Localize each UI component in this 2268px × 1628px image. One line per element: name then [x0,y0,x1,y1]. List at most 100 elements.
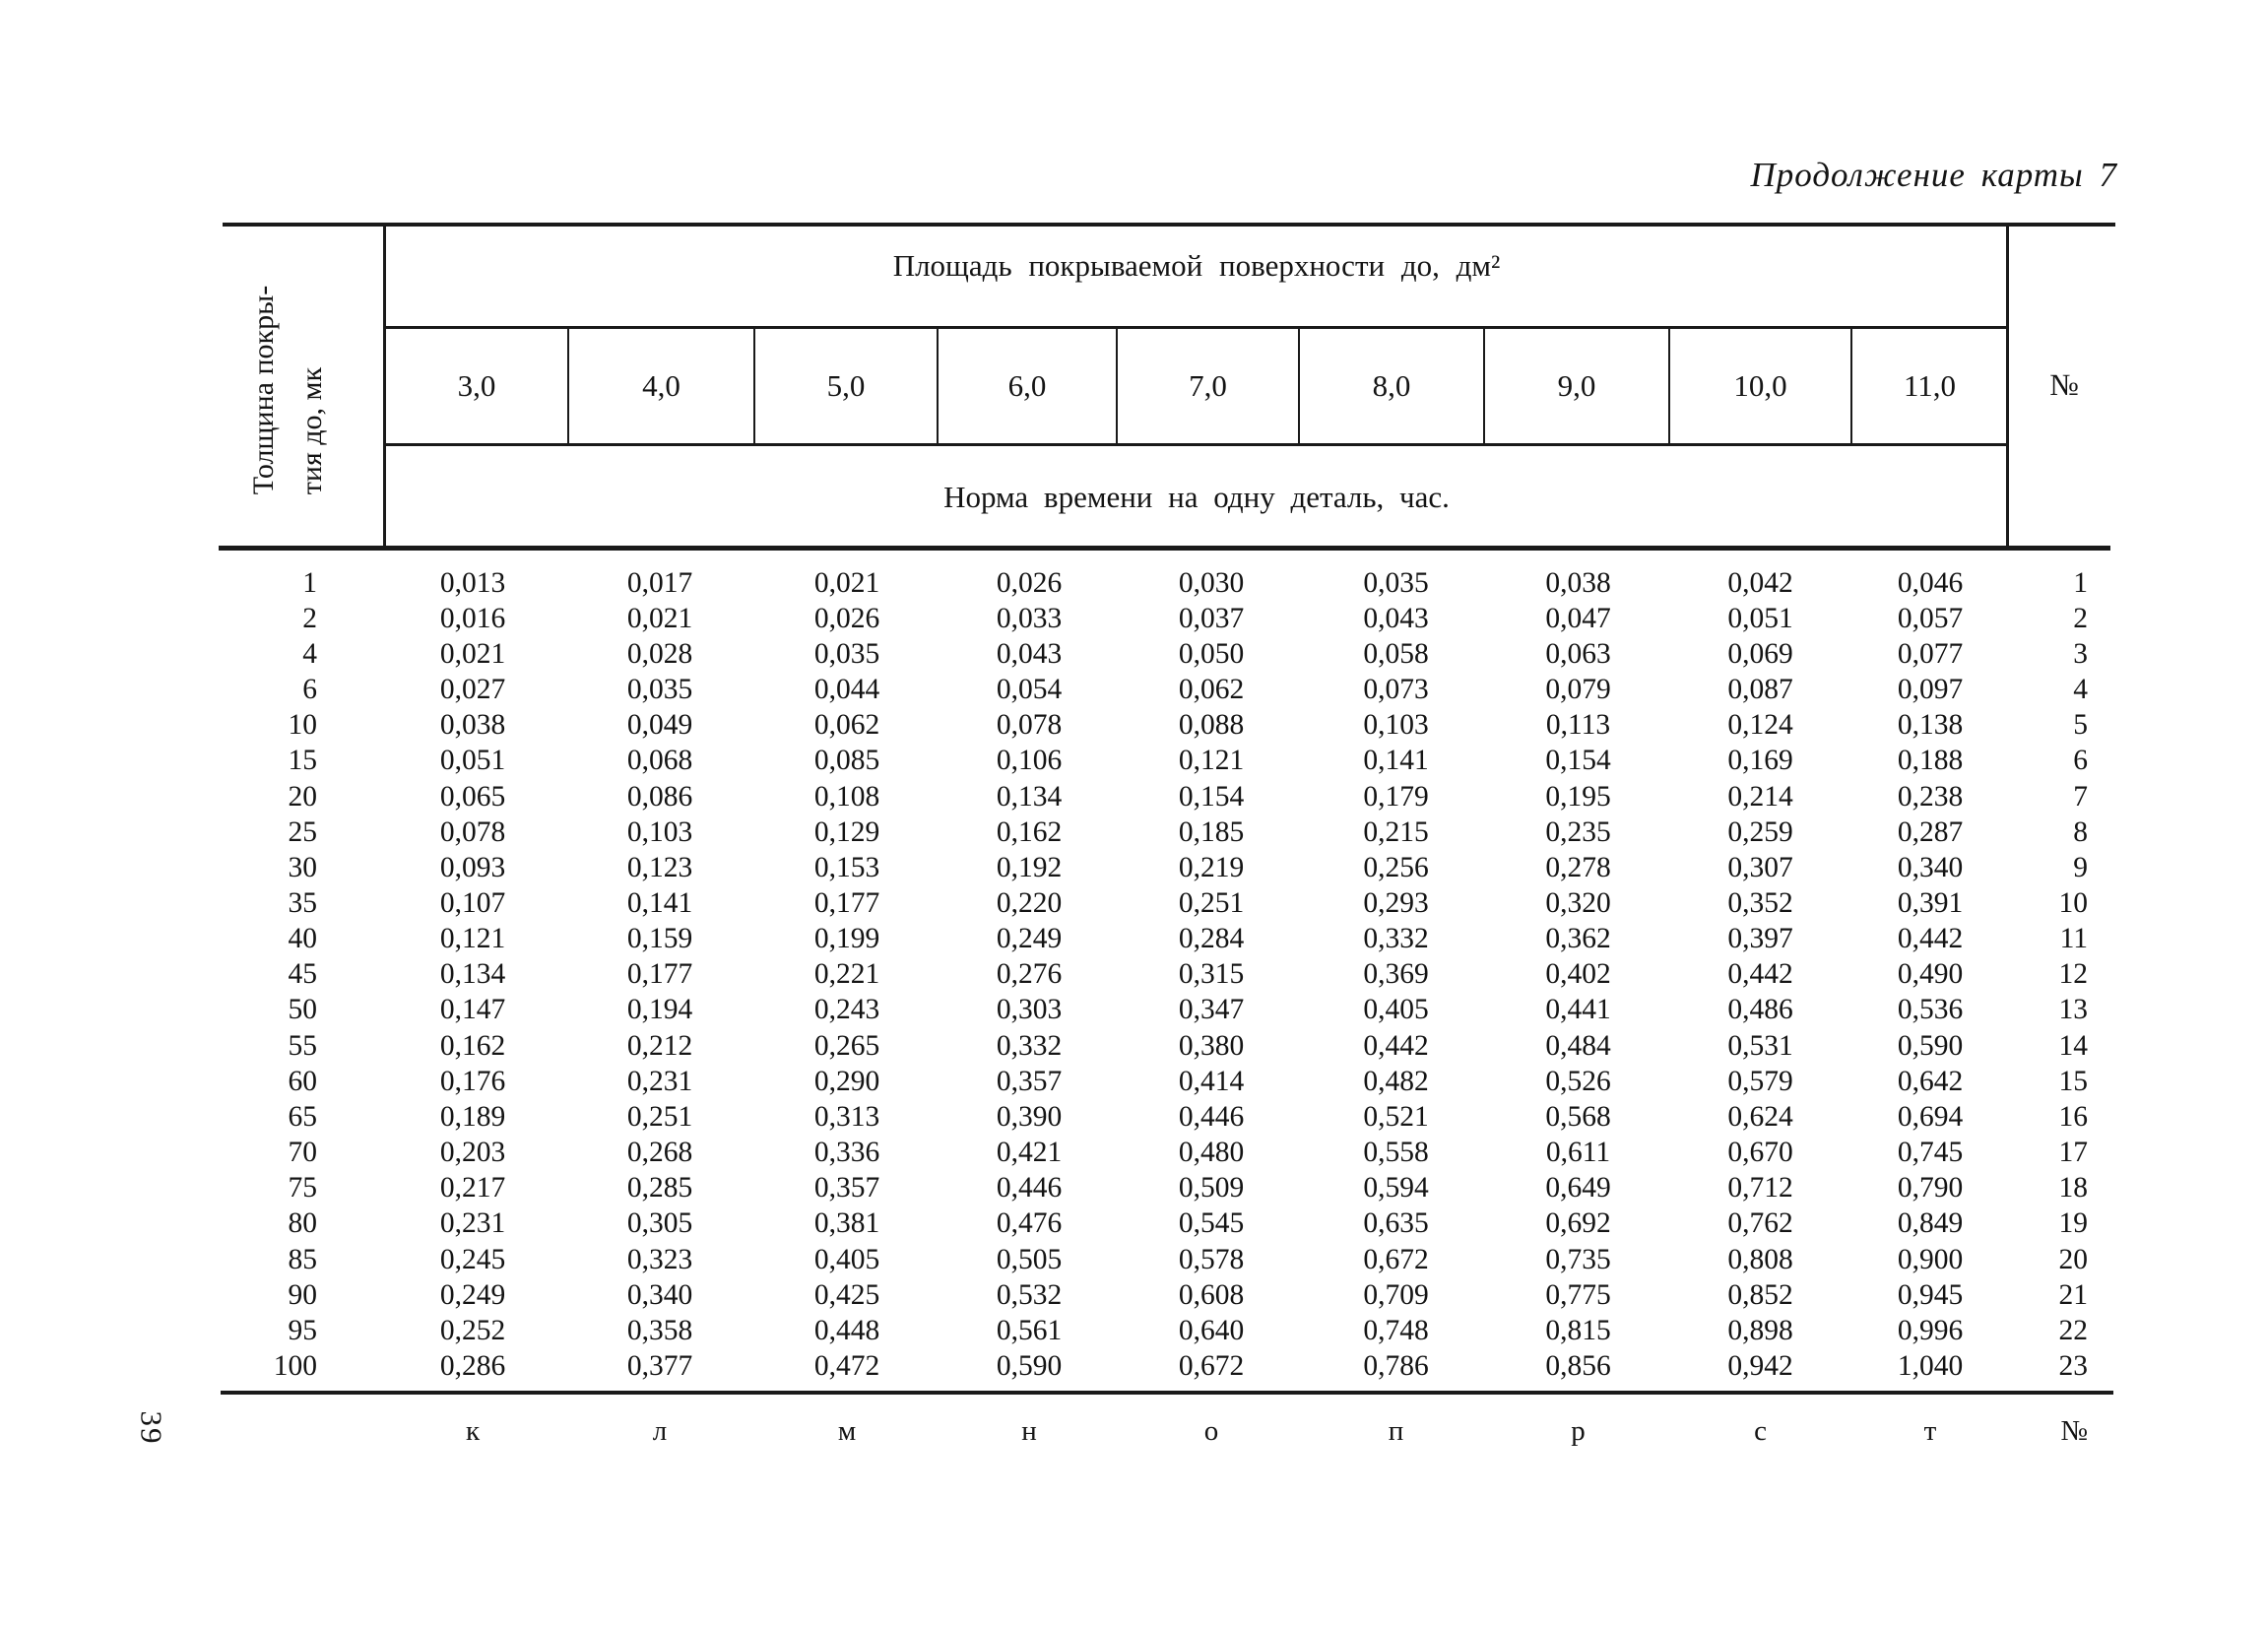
value-cell: 0,050 [1178,637,1245,670]
thickness-cell: 50 [288,994,318,1026]
area-column-header: 10,0 [1670,329,1852,443]
value-cell: 0,049 [626,709,693,742]
value-cell: 0,058 [1363,637,1429,670]
table-row: 55 0,162 0,212 0,265 0,332 0,380 0,442 0,484 0,5… [187,1028,2127,1064]
value-cell: 0,521 [1363,1100,1429,1133]
value-cell: 0,340 [626,1278,693,1311]
thickness-cell: 25 [288,815,318,848]
area-column-header: 5,0 [755,329,939,443]
value-cell: 0,390 [996,1100,1063,1133]
value-cell: 0,624 [1727,1100,1793,1133]
value-cell: 0,608 [1178,1278,1245,1311]
area-column-header: 6,0 [939,329,1118,443]
corner-column-separator [383,223,386,551]
value-cell: 0,192 [996,851,1063,883]
thickness-cell: 2 [302,602,317,634]
value-cell: 0,093 [439,851,506,883]
footer-letter: п [1388,1414,1404,1447]
value-cell: 0,303 [996,994,1063,1026]
value-cell: 0,245 [439,1243,506,1275]
value-cell: 0,021 [439,637,506,670]
value-cell: 0,284 [1178,923,1245,955]
value-cell: 0,405 [813,1243,880,1275]
row-number-cell: 1 [2073,566,2088,599]
value-cell: 0,808 [1727,1243,1793,1275]
value-cell: 0,154 [1178,780,1245,813]
value-cell: 0,414 [1178,1065,1245,1097]
value-cell: 0,251 [626,1100,693,1133]
value-cell: 0,362 [1545,923,1611,955]
value-cell: 0,286 [439,1350,506,1383]
row-number-cell: 15 [2058,1065,2089,1097]
value-cell: 0,231 [439,1207,506,1240]
value-cell: 0,078 [439,815,506,848]
value-cell: 0,446 [996,1172,1063,1205]
row-number-cell: 8 [2073,815,2088,848]
table-row: 80 0,231 0,305 0,381 0,476 0,545 0,635 0,692 0,7… [187,1206,2127,1242]
value-cell: 0,124 [1727,709,1793,742]
value-cell: 0,509 [1178,1172,1245,1205]
value-cell: 0,561 [996,1314,1063,1346]
table-row: 65 0,189 0,251 0,313 0,390 0,446 0,521 0,568 0,6… [187,1099,2127,1135]
value-cell: 0,051 [1727,602,1793,634]
value-cell: 0,442 [1897,923,1964,955]
value-cell: 0,472 [813,1350,880,1383]
value-cell: 0,212 [626,1029,693,1062]
page-number: 39 [116,1391,185,1465]
value-cell: 0,745 [1897,1137,1964,1169]
value-cell: 0,134 [439,958,506,991]
thickness-cell: 60 [288,1065,318,1097]
value-cell: 0,442 [1363,1029,1429,1062]
table-bottom-border [221,1391,2113,1395]
value-cell: 0,065 [439,780,506,813]
footer-letter: м [837,1414,857,1447]
value-cell: 0,347 [1178,994,1245,1026]
table-row: 10 0,038 0,049 0,062 0,078 0,088 0,103 0,113 0,1… [187,708,2127,744]
area-column-headers: 3,0 4,0 5,0 6,0 7,0 8,0 9,0 10,0 11,0 [386,329,2007,443]
value-cell: 0,545 [1178,1207,1245,1240]
thickness-cell: 55 [288,1029,318,1062]
value-cell: 0,037 [1178,602,1245,634]
value-cell: 0,357 [996,1065,1063,1097]
row-number-cell: 20 [2058,1243,2089,1275]
value-cell: 0,942 [1727,1350,1793,1383]
value-cell: 0,214 [1727,780,1793,813]
value-cell: 0,043 [1363,602,1429,634]
value-cell: 0,712 [1727,1172,1793,1205]
area-column-header: 4,0 [569,329,755,443]
value-cell: 0,476 [996,1207,1063,1240]
value-cell: 0,129 [813,815,880,848]
value-cell: 0,358 [626,1314,693,1346]
value-cell: 0,313 [813,1100,880,1133]
row-number-cell: 7 [2073,780,2088,813]
row-number-cell: 23 [2058,1350,2089,1383]
value-cell: 0,026 [813,602,880,634]
value-cell: 0,026 [996,566,1063,599]
footer-letter: т [1923,1414,1937,1447]
thickness-cell: 65 [288,1100,318,1133]
value-cell: 0,249 [439,1278,506,1311]
value-cell: 0,068 [626,745,693,777]
corner-header: Толщина покры- тия до, мк [193,236,382,544]
row-number-cell: 21 [2058,1278,2089,1311]
thickness-cell: 100 [273,1350,317,1383]
value-cell: 0,307 [1727,851,1793,883]
value-cell: 0,199 [813,923,880,955]
value-cell: 0,243 [813,994,880,1026]
value-cell: 0,336 [813,1137,880,1169]
thickness-cell: 75 [288,1172,318,1205]
value-cell: 0,594 [1363,1172,1429,1205]
value-cell: 0,856 [1545,1350,1611,1383]
value-cell: 0,203 [439,1137,506,1169]
value-cell: 0,945 [1897,1278,1964,1311]
value-cell: 0,121 [439,923,506,955]
thickness-cell: 6 [302,674,317,706]
table-row: 60 0,176 0,231 0,290 0,357 0,414 0,482 0,526 0,5… [187,1064,2127,1099]
value-cell: 0,134 [996,780,1063,813]
value-cell: 0,153 [813,851,880,883]
value-cell: 0,748 [1363,1314,1429,1346]
value-cell: 0,735 [1545,1243,1611,1275]
value-cell: 0,486 [1727,994,1793,1026]
table-row: 75 0,217 0,285 0,357 0,446 0,509 0,594 0,649 0,7… [187,1171,2127,1206]
thickness-cell: 4 [302,637,317,670]
